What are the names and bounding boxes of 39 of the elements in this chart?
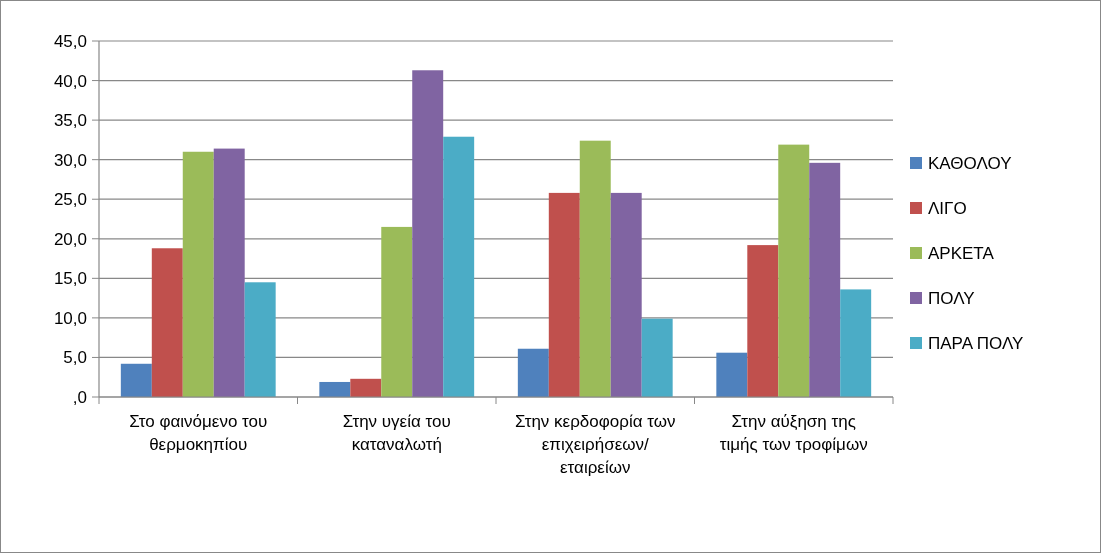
y-tick-label: 30,0 (53, 150, 87, 170)
bar (747, 245, 779, 397)
x-tick-label: Στην αύξηση της τιμής των τροφίμων (719, 412, 868, 454)
bar (517, 348, 549, 397)
x-tick-label: Στο φαινόμενο του θερμοκηπίου (129, 412, 268, 454)
bar (778, 144, 810, 397)
y-tick-label: 15,0 (53, 269, 87, 289)
bar (120, 363, 152, 397)
bar (381, 226, 413, 397)
y-tick-label: 40,0 (53, 71, 87, 91)
x-tick-label: Στην κερδοφορία των επιχειρήσεων/ εταιρείων (515, 412, 676, 477)
bar (443, 136, 475, 397)
legend-label: ΠΑΡΑ ΠΟΛΥ (928, 333, 1024, 353)
bar (319, 381, 351, 397)
bar (213, 148, 245, 397)
bar (809, 162, 841, 397)
legend-label: ΛΙΓΟ (928, 198, 967, 218)
bar (716, 352, 748, 397)
bar (182, 151, 214, 397)
y-tick-label: 10,0 (53, 308, 87, 328)
legend-label: ΚΑΘΟΛΟΥ (928, 153, 1012, 173)
bar (610, 192, 642, 397)
bar (244, 282, 276, 397)
y-tick-label: 35,0 (53, 111, 87, 131)
y-tick-label: 20,0 (53, 229, 87, 249)
bar (641, 318, 673, 397)
bar (151, 248, 183, 397)
y-tick-label: ,0 (72, 387, 87, 407)
legend-label: ΠΟΛΥ (928, 288, 975, 308)
y-tick-label: 25,0 (53, 190, 87, 210)
bar (412, 70, 444, 397)
legend-label: ΑΡΚΕΤΑ (928, 243, 995, 263)
x-tick-label: Στην υγεία του καταναλωτή (342, 412, 451, 454)
bar (350, 378, 382, 397)
y-tick-label: 45,0 (53, 31, 87, 51)
y-tick-label: 5,0 (63, 348, 87, 368)
bar (548, 192, 580, 397)
bar (840, 289, 872, 397)
bar (579, 140, 611, 397)
